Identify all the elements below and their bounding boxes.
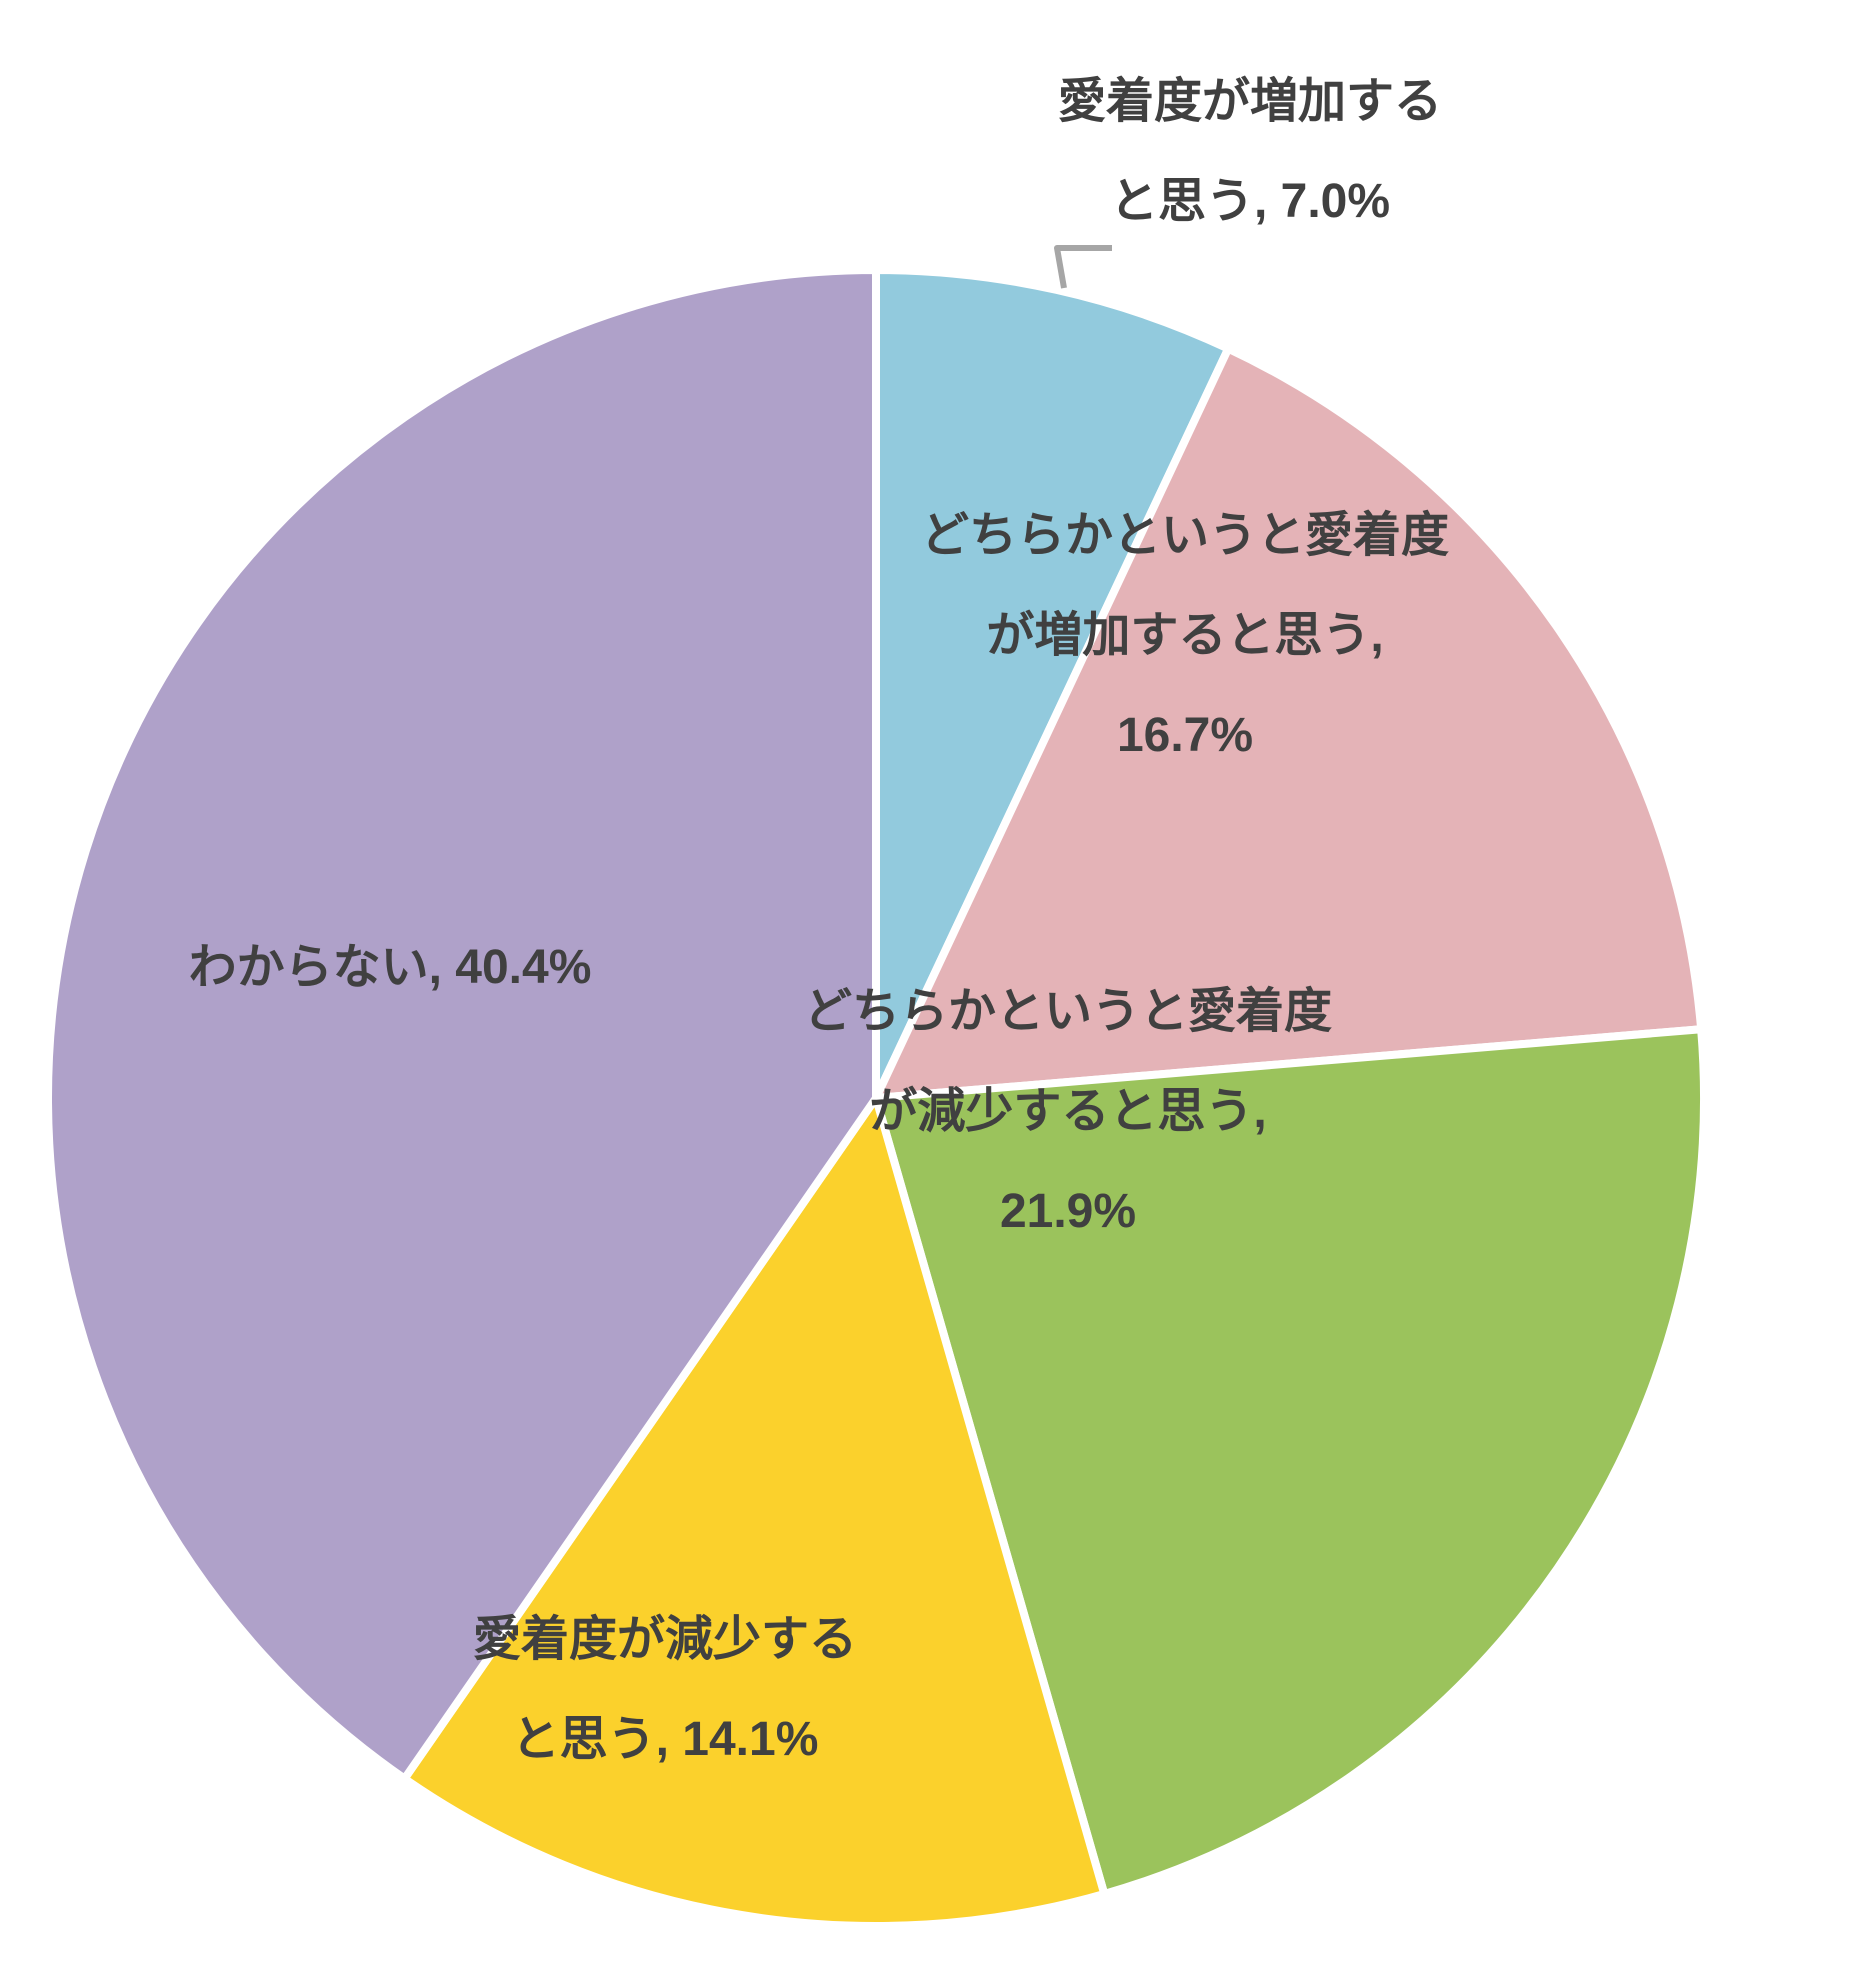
label-line: わからない, 40.4% — [188, 941, 592, 994]
label-line: が減少すると思う, — [869, 1085, 1267, 1138]
pie-slices — [44, 266, 1708, 1930]
label-line: 愛着度が増加する — [1057, 75, 1443, 128]
pie-slice-0 — [872, 266, 1233, 1102]
label-line: が増加すると思う, — [986, 609, 1384, 662]
pie-slice-4 — [44, 266, 880, 1783]
pie-slice-1 — [872, 344, 1706, 1102]
pie-slice-3 — [400, 1094, 1109, 1930]
label-line: と思う, 7.0% — [1109, 175, 1391, 228]
slice-label-somewhat-increase: どちらかというと愛着度 が増加すると思う, 16.7% — [921, 512, 1449, 760]
label-line: 16.7% — [1116, 709, 1254, 762]
slice-label-increase: 愛着度が増加する と思う, 7.0% — [1058, 78, 1442, 226]
pie-slice-2 — [872, 1025, 1708, 1898]
label-line: どちらかというと愛着度 — [920, 509, 1450, 562]
label-line: どちらかというと愛着度 — [803, 985, 1333, 1038]
slice-label-decrease: 愛着度が減少する と思う, 14.1% — [473, 1616, 857, 1764]
label-line: 21.9% — [999, 1185, 1137, 1238]
label-line: と思う, 14.1% — [511, 1713, 819, 1766]
label-line: 愛着度が減少する — [472, 1613, 858, 1666]
slice-label-dont-know: わからない, 40.4% — [189, 944, 592, 992]
slice-label-somewhat-decrease: どちらかというと愛着度 が減少すると思う, 21.9% — [804, 988, 1332, 1236]
leader-line — [1054, 245, 1112, 289]
